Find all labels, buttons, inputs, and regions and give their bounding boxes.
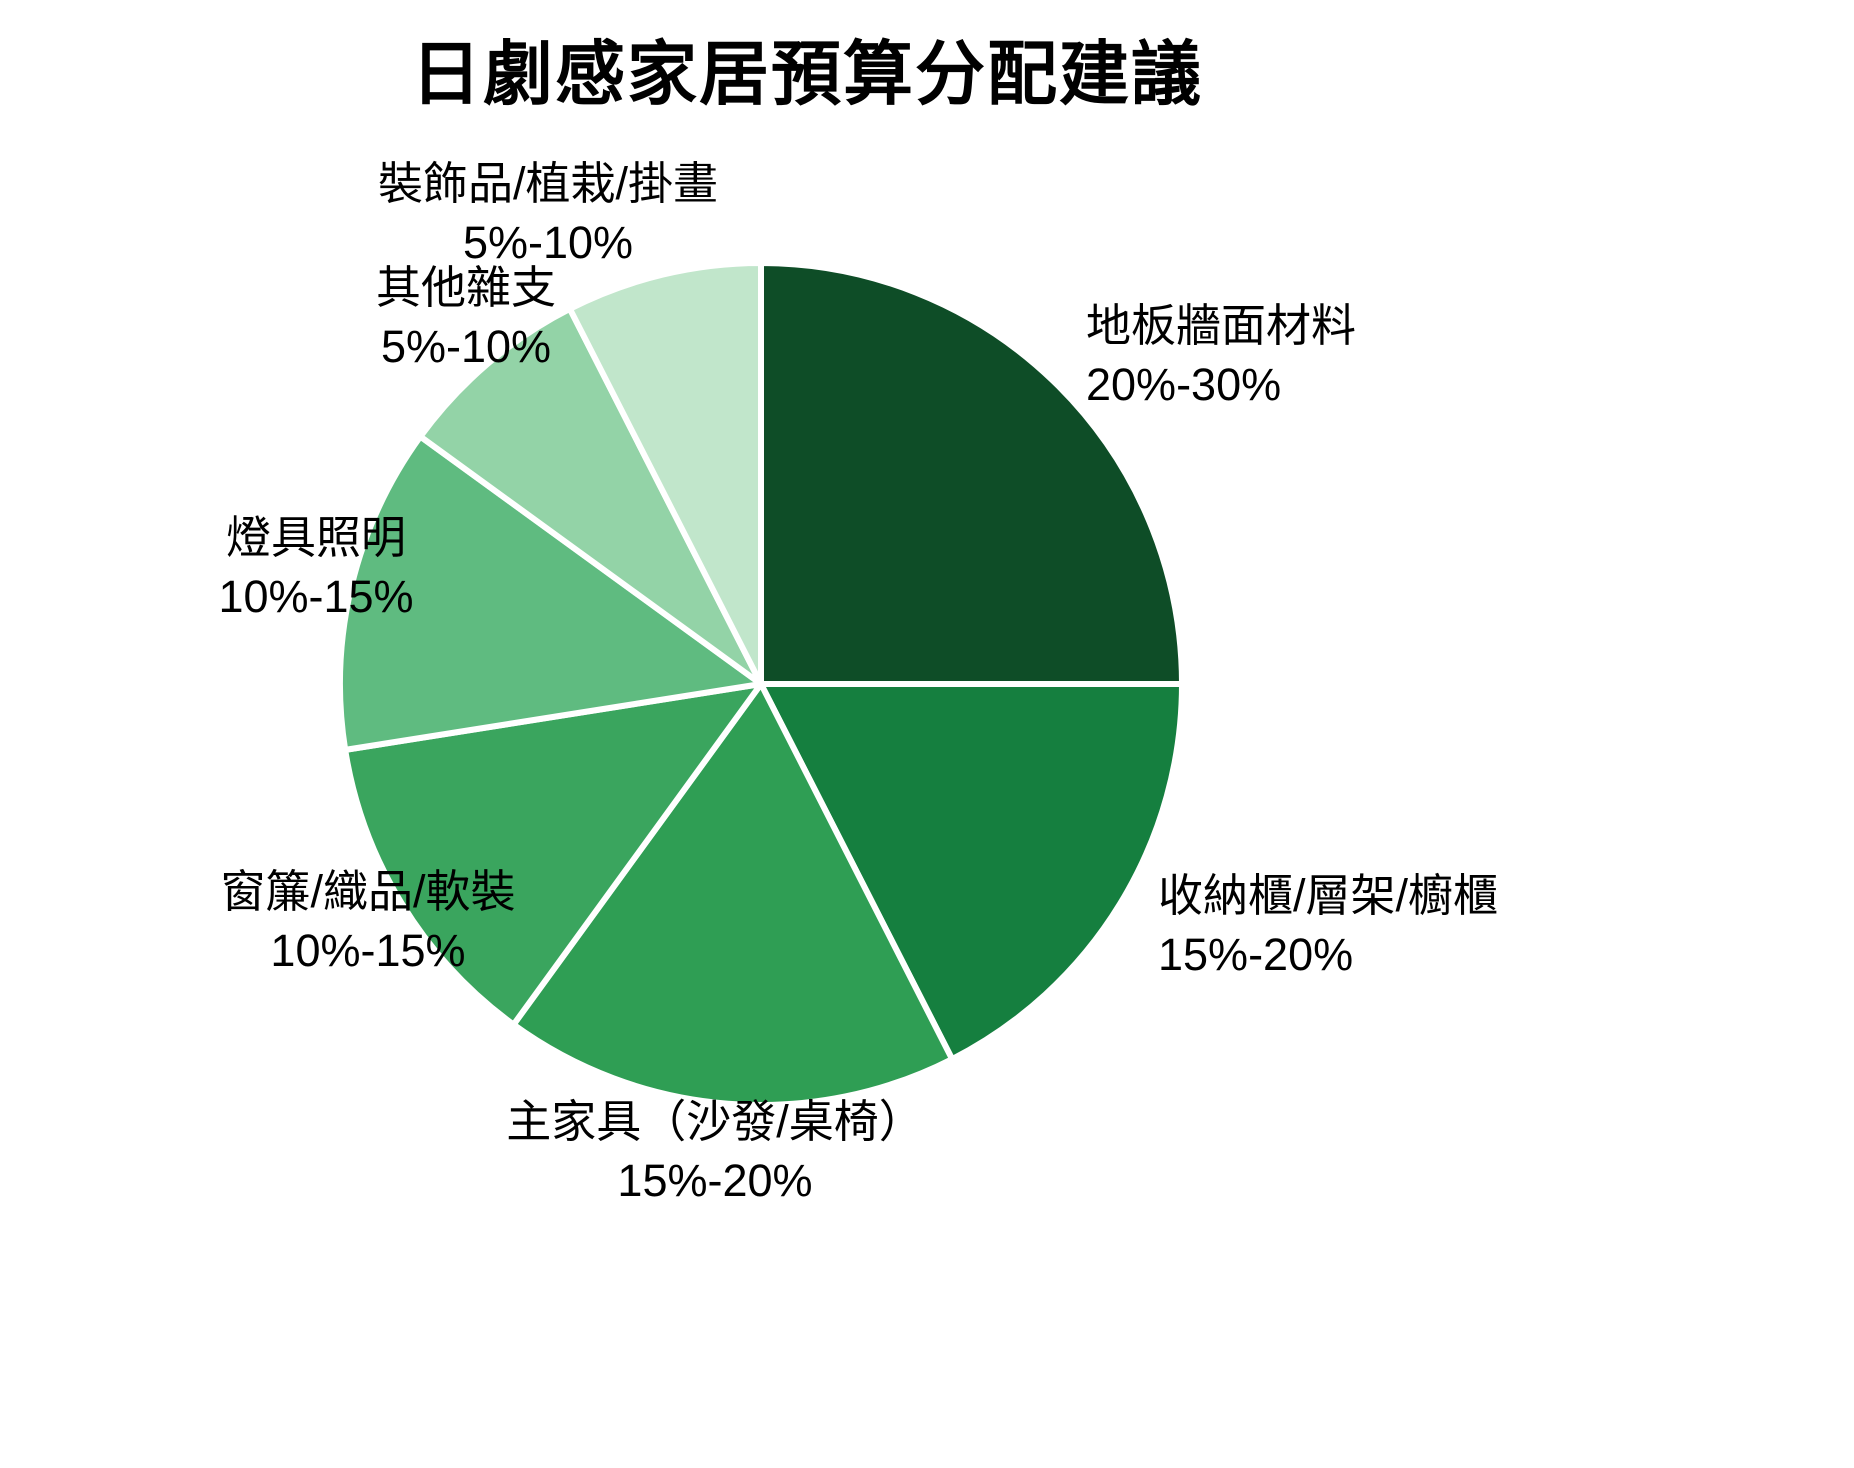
slice-range-text: 10%-15% <box>218 571 414 623</box>
pie-slice-decor <box>566 260 764 687</box>
slice-range-text: 5%-10% <box>462 217 634 269</box>
slice-label-text: 燈具照明 <box>225 512 406 563</box>
pie-slice-storage <box>758 681 1185 1063</box>
slice-label-decor: 裝飾品/植栽/掛畫 5%-10% <box>378 154 718 273</box>
slice-label-curtains: 窗簾/織品/軟裝 10%-15% <box>220 862 515 981</box>
chart-title: 日劇感家居預算分配建議 <box>411 35 1203 113</box>
slice-label-text: 裝飾品/植栽/掛畫 <box>377 158 719 209</box>
slice-range-text: 10%-15% <box>270 925 466 977</box>
slice-label-misc: 其他雜支 5%-10% <box>376 258 556 377</box>
slice-range-text: 20%-30% <box>1086 359 1282 411</box>
pie-slice-lighting <box>337 433 764 753</box>
slice-label-lighting: 燈具照明 10%-15% <box>218 508 413 627</box>
pie-slice-furniture <box>510 681 956 1108</box>
pie-slice-misc <box>417 305 764 687</box>
slice-label-text: 收納櫃/層架/櫥櫃 <box>1158 870 1499 921</box>
slice-range-text: 15%-20% <box>617 1155 813 1207</box>
slice-range-text: 5%-10% <box>380 321 552 373</box>
slice-range-text: 15%-20% <box>1158 929 1354 981</box>
pie-slice-floor-wall <box>758 260 1185 687</box>
slice-label-text: 主家具（沙發/桌椅） <box>506 1096 924 1147</box>
slice-label-text: 地板牆面材料 <box>1086 300 1357 351</box>
slice-label-text: 其他雜支 <box>375 262 557 313</box>
slice-label-storage: 收納櫃/層架/櫥櫃 15%-20% <box>1158 866 1498 985</box>
pie-slice-curtains <box>342 681 764 1028</box>
slice-label-text: 窗簾/織品/軟裝 <box>220 866 516 917</box>
slice-label-furniture: 主家具（沙發/桌椅） 15%-20% <box>506 1092 924 1211</box>
slice-label-floor-wall: 地板牆面材料 20%-30% <box>1086 296 1356 415</box>
